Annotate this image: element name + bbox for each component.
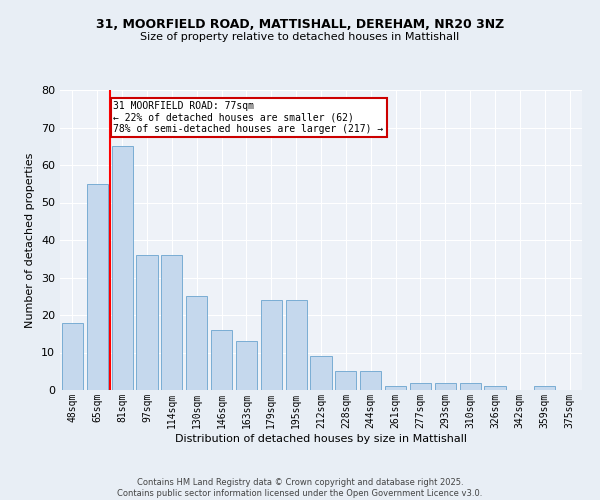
Bar xyxy=(161,255,182,390)
Bar xyxy=(360,371,381,390)
Bar xyxy=(335,371,356,390)
Bar xyxy=(136,255,158,390)
Bar xyxy=(286,300,307,390)
X-axis label: Distribution of detached houses by size in Mattishall: Distribution of detached houses by size … xyxy=(175,434,467,444)
Bar xyxy=(261,300,282,390)
Bar xyxy=(484,386,506,390)
Bar xyxy=(236,341,257,390)
Bar xyxy=(62,322,83,390)
Text: 31 MOORFIELD ROAD: 77sqm
← 22% of detached houses are smaller (62)
78% of semi-d: 31 MOORFIELD ROAD: 77sqm ← 22% of detach… xyxy=(113,101,383,134)
Bar xyxy=(460,382,481,390)
Bar xyxy=(410,382,431,390)
Text: Contains HM Land Registry data © Crown copyright and database right 2025.
Contai: Contains HM Land Registry data © Crown c… xyxy=(118,478,482,498)
Bar xyxy=(112,146,133,390)
Text: 31, MOORFIELD ROAD, MATTISHALL, DEREHAM, NR20 3NZ: 31, MOORFIELD ROAD, MATTISHALL, DEREHAM,… xyxy=(96,18,504,30)
Bar xyxy=(435,382,456,390)
Text: Size of property relative to detached houses in Mattishall: Size of property relative to detached ho… xyxy=(140,32,460,42)
Bar xyxy=(534,386,555,390)
Bar xyxy=(87,184,108,390)
Bar xyxy=(211,330,232,390)
Bar xyxy=(186,296,207,390)
Y-axis label: Number of detached properties: Number of detached properties xyxy=(25,152,35,328)
Bar xyxy=(310,356,332,390)
Bar xyxy=(385,386,406,390)
